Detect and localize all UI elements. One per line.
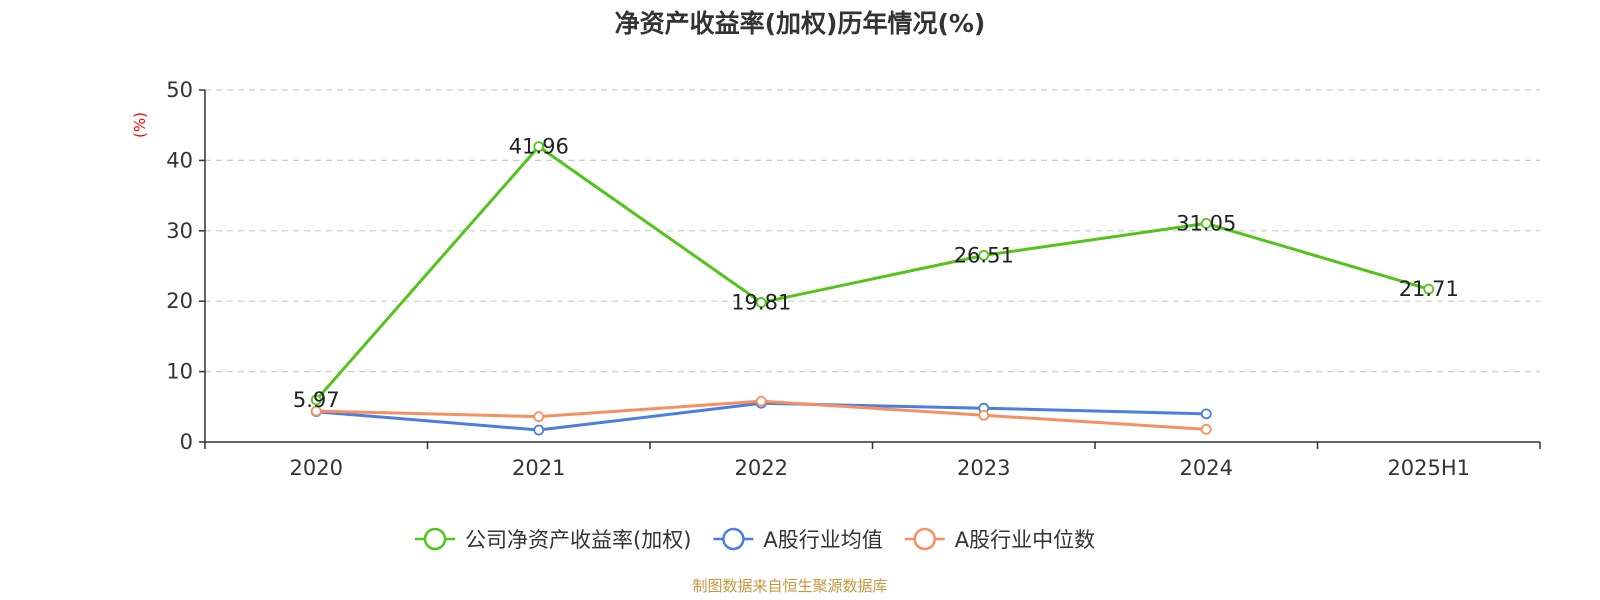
y-tick-label: 30 [166, 219, 193, 243]
legend-item: A股行业均值 [713, 527, 883, 552]
source-note: 制图数据来自恒生聚源数据库 [692, 577, 887, 595]
chart-title: 净资产收益率(加权)历年情况(%) [615, 9, 986, 38]
data-point [1200, 423, 1212, 435]
x-tick-label: 2020 [290, 456, 343, 480]
data-point [978, 409, 990, 421]
series-layer [310, 141, 1435, 436]
legend-label: A股行业均值 [763, 528, 882, 552]
y-tick-label: 40 [166, 148, 193, 172]
legend: 公司净资产收益率(加权) A股行业均值 A股行业中位数 [415, 527, 1095, 552]
data-label: 41.96 [509, 135, 569, 159]
y-tick-label: 20 [166, 289, 193, 313]
y-tick-label: 50 [166, 78, 193, 102]
data-point [1423, 283, 1435, 295]
legend-marker [913, 527, 937, 551]
y-tick-label: 10 [166, 360, 193, 384]
legend-marker [722, 527, 745, 551]
y-tick-label: 0 [180, 430, 193, 454]
data-point [755, 297, 767, 308]
x-tick-label: 2025H1 [1387, 456, 1470, 480]
data-point [533, 411, 545, 423]
data-point [978, 249, 990, 261]
data-label: 21.71 [1399, 277, 1459, 301]
y-axis-label: (%) [131, 112, 149, 138]
legend-label: 公司净资产收益率(加权) [465, 528, 691, 552]
legend-marker [423, 527, 447, 551]
series-2 [310, 395, 1212, 435]
data-point [755, 395, 767, 407]
legend-item: A股行业中位数 [904, 527, 1095, 552]
x-tick-label: 2021 [512, 456, 565, 480]
data-point [310, 405, 322, 417]
legend-item: 公司净资产收益率(加权) [415, 527, 691, 552]
series-0 [310, 141, 1435, 406]
data-label: 5.97 [293, 388, 340, 412]
axes: 0 10 20 30 40 50 2020 2021 2022 2023 2024 2025H1 [166, 78, 1541, 480]
data-labels: 5.97 41.96 19.81 26.51 31.05 21.71 [293, 135, 1459, 412]
series-line [315, 145, 1430, 401]
data-label: 26.51 [954, 243, 1014, 267]
data-label: 19.81 [731, 291, 791, 315]
legend-label: A股行业中位数 [955, 528, 1095, 552]
grid-lines [205, 89, 1540, 373]
x-tick-label: 2023 [957, 456, 1010, 480]
data-label: 31.05 [1176, 211, 1236, 235]
data-point [310, 394, 322, 406]
data-point [533, 424, 545, 436]
x-tick-label: 2024 [1180, 456, 1233, 480]
data-point [533, 141, 545, 153]
data-point [1200, 408, 1212, 420]
data-point [1200, 218, 1212, 229]
x-tick-label: 2022 [735, 456, 788, 480]
